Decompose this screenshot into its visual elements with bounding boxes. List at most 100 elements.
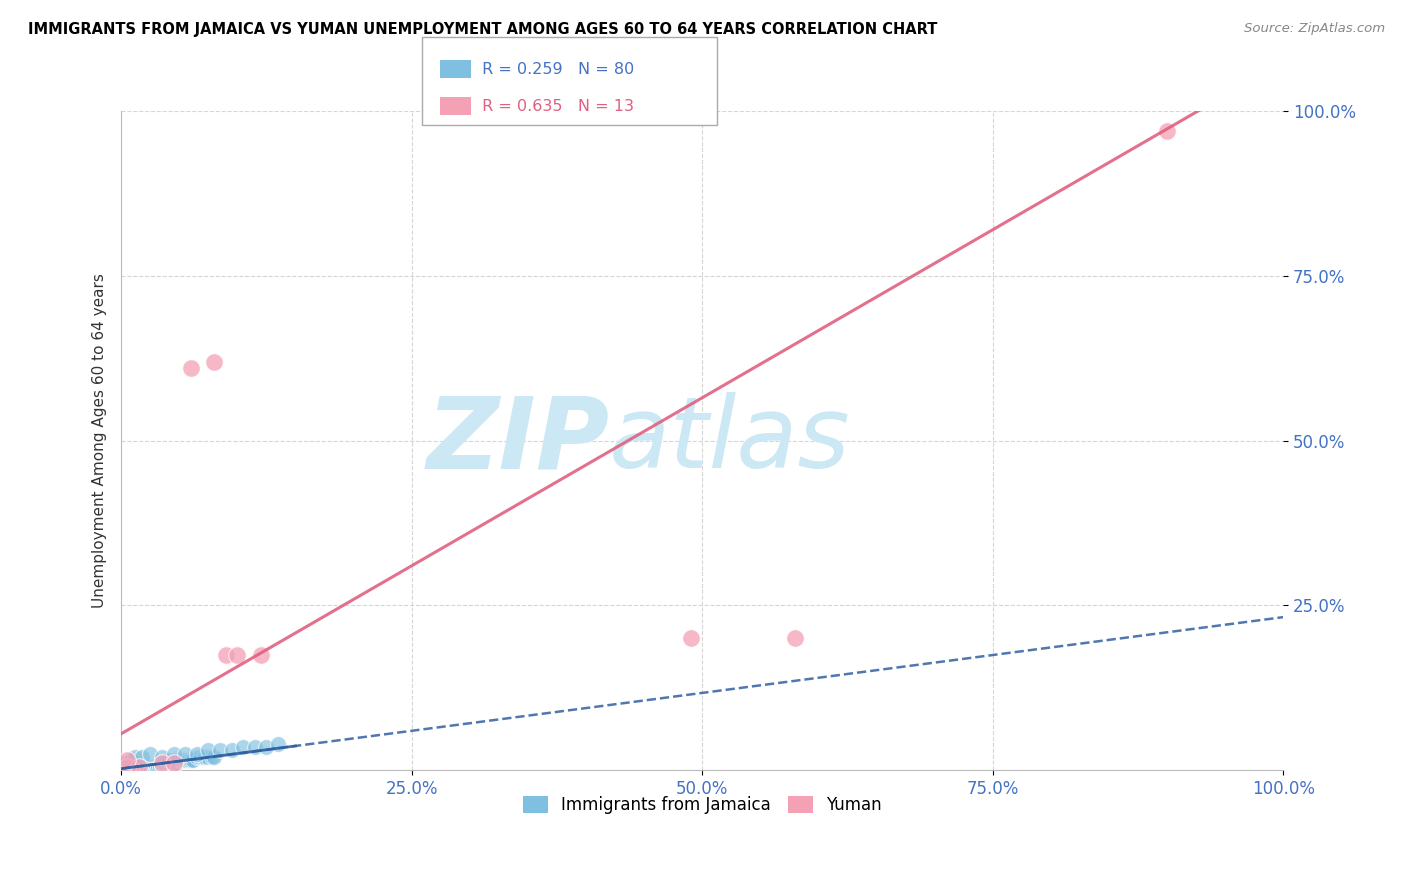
Point	[146, 763, 169, 777]
Point	[134, 763, 156, 777]
Point	[115, 753, 138, 767]
Point	[122, 763, 145, 777]
Point	[124, 749, 146, 764]
Point	[128, 760, 150, 774]
Point	[127, 763, 149, 777]
Point	[243, 739, 266, 754]
Legend: Immigrants from Jamaica, Yuman: Immigrants from Jamaica, Yuman	[516, 789, 889, 821]
Text: ZIP: ZIP	[426, 392, 609, 489]
Point	[141, 763, 163, 777]
Point	[124, 763, 146, 777]
Y-axis label: Unemployment Among Ages 60 to 64 years: Unemployment Among Ages 60 to 64 years	[93, 273, 107, 608]
Point	[112, 763, 135, 777]
Point	[117, 763, 139, 777]
Point	[125, 763, 148, 777]
Point	[111, 763, 134, 777]
Point	[121, 760, 143, 774]
Point	[121, 763, 143, 777]
Point	[202, 749, 225, 764]
Point	[136, 763, 159, 777]
Point	[150, 756, 173, 771]
Point	[115, 760, 138, 774]
Point	[249, 648, 271, 662]
Point	[131, 763, 153, 777]
Point	[156, 756, 179, 771]
Point	[114, 756, 136, 771]
Point	[177, 753, 200, 767]
Point	[115, 760, 138, 774]
Point	[114, 760, 136, 774]
Point	[152, 756, 174, 771]
Point	[128, 760, 150, 774]
Point	[131, 749, 153, 764]
Text: atlas: atlas	[609, 392, 851, 489]
Point	[124, 760, 146, 774]
Point	[115, 763, 138, 777]
Point	[180, 753, 202, 767]
Text: IMMIGRANTS FROM JAMAICA VS YUMAN UNEMPLOYMENT AMONG AGES 60 TO 64 YEARS CORRELAT: IMMIGRANTS FROM JAMAICA VS YUMAN UNEMPLO…	[28, 22, 938, 37]
Point	[150, 749, 173, 764]
Point	[226, 648, 249, 662]
Point	[145, 760, 167, 774]
Point	[139, 747, 162, 761]
Point	[120, 753, 142, 767]
Point	[118, 760, 141, 774]
Point	[173, 753, 195, 767]
Point	[115, 763, 138, 777]
Point	[142, 763, 165, 777]
Point	[221, 743, 243, 757]
Point	[162, 747, 184, 761]
Point	[170, 753, 193, 767]
Text: R = 0.635   N = 13: R = 0.635 N = 13	[477, 99, 634, 114]
Point	[169, 753, 191, 767]
Point	[114, 763, 136, 777]
Point	[148, 760, 170, 774]
Point	[157, 753, 180, 767]
Point	[160, 756, 183, 771]
Point	[121, 763, 143, 777]
Point	[163, 753, 186, 767]
Point	[201, 749, 224, 764]
Point	[166, 756, 188, 771]
Point	[120, 760, 142, 774]
Point	[135, 763, 157, 777]
Point	[115, 760, 138, 774]
Point	[139, 760, 162, 774]
Point	[129, 763, 152, 777]
Point	[186, 749, 208, 764]
Point	[186, 747, 208, 761]
Point	[208, 743, 231, 757]
Point	[132, 763, 155, 777]
Point	[232, 739, 254, 754]
Point	[174, 747, 197, 761]
Point	[194, 749, 217, 764]
Point	[1156, 124, 1178, 138]
Point	[142, 760, 165, 774]
Point	[180, 361, 202, 376]
Point	[267, 737, 290, 751]
Point	[162, 756, 184, 771]
Point	[197, 743, 219, 757]
Point	[679, 632, 702, 646]
Point	[135, 763, 157, 777]
Point	[118, 763, 141, 777]
Point	[128, 763, 150, 777]
Point	[148, 760, 170, 774]
Point	[155, 756, 177, 771]
Point	[117, 760, 139, 774]
Point	[191, 749, 214, 764]
Point	[134, 760, 156, 774]
Point	[256, 739, 278, 754]
Point	[215, 648, 238, 662]
Point	[188, 749, 211, 764]
Point	[181, 753, 204, 767]
Point	[202, 354, 225, 368]
Point	[120, 763, 142, 777]
Point	[197, 749, 219, 764]
Point	[150, 760, 173, 774]
Point	[128, 763, 150, 777]
Text: R = 0.259   N = 80: R = 0.259 N = 80	[477, 62, 634, 77]
Text: Source: ZipAtlas.com: Source: ZipAtlas.com	[1244, 22, 1385, 36]
Point	[785, 632, 807, 646]
Point	[174, 753, 197, 767]
